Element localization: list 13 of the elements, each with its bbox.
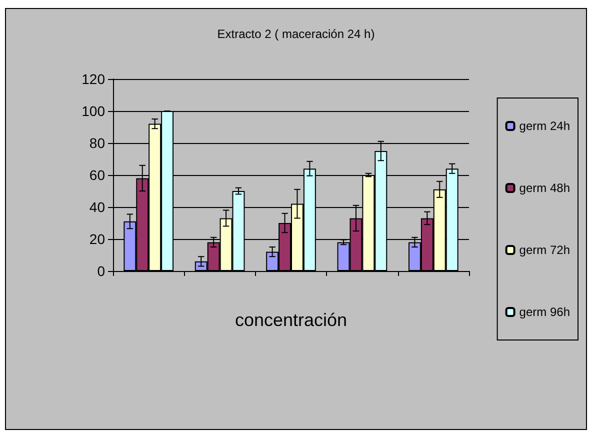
y-tick-label: 80 bbox=[89, 135, 106, 151]
y-tick-label: 20 bbox=[89, 231, 106, 247]
legend-label: germ 96h bbox=[519, 305, 570, 319]
chart-title: Extracto 2 ( maceración 24 h) bbox=[217, 27, 375, 41]
y-tick-label: 40 bbox=[89, 199, 106, 215]
y-tick-label: 0 bbox=[97, 263, 106, 279]
y-tick-label: 120 bbox=[82, 71, 106, 87]
legend-label: germ 48h bbox=[519, 181, 570, 195]
x-axis-title: concentración bbox=[234, 310, 348, 330]
legend-label: germ 72h bbox=[519, 243, 570, 257]
legend-label: germ 24h bbox=[519, 119, 570, 133]
y-tick-label: 60 bbox=[89, 167, 106, 183]
y-tick-label: 100 bbox=[82, 103, 106, 119]
